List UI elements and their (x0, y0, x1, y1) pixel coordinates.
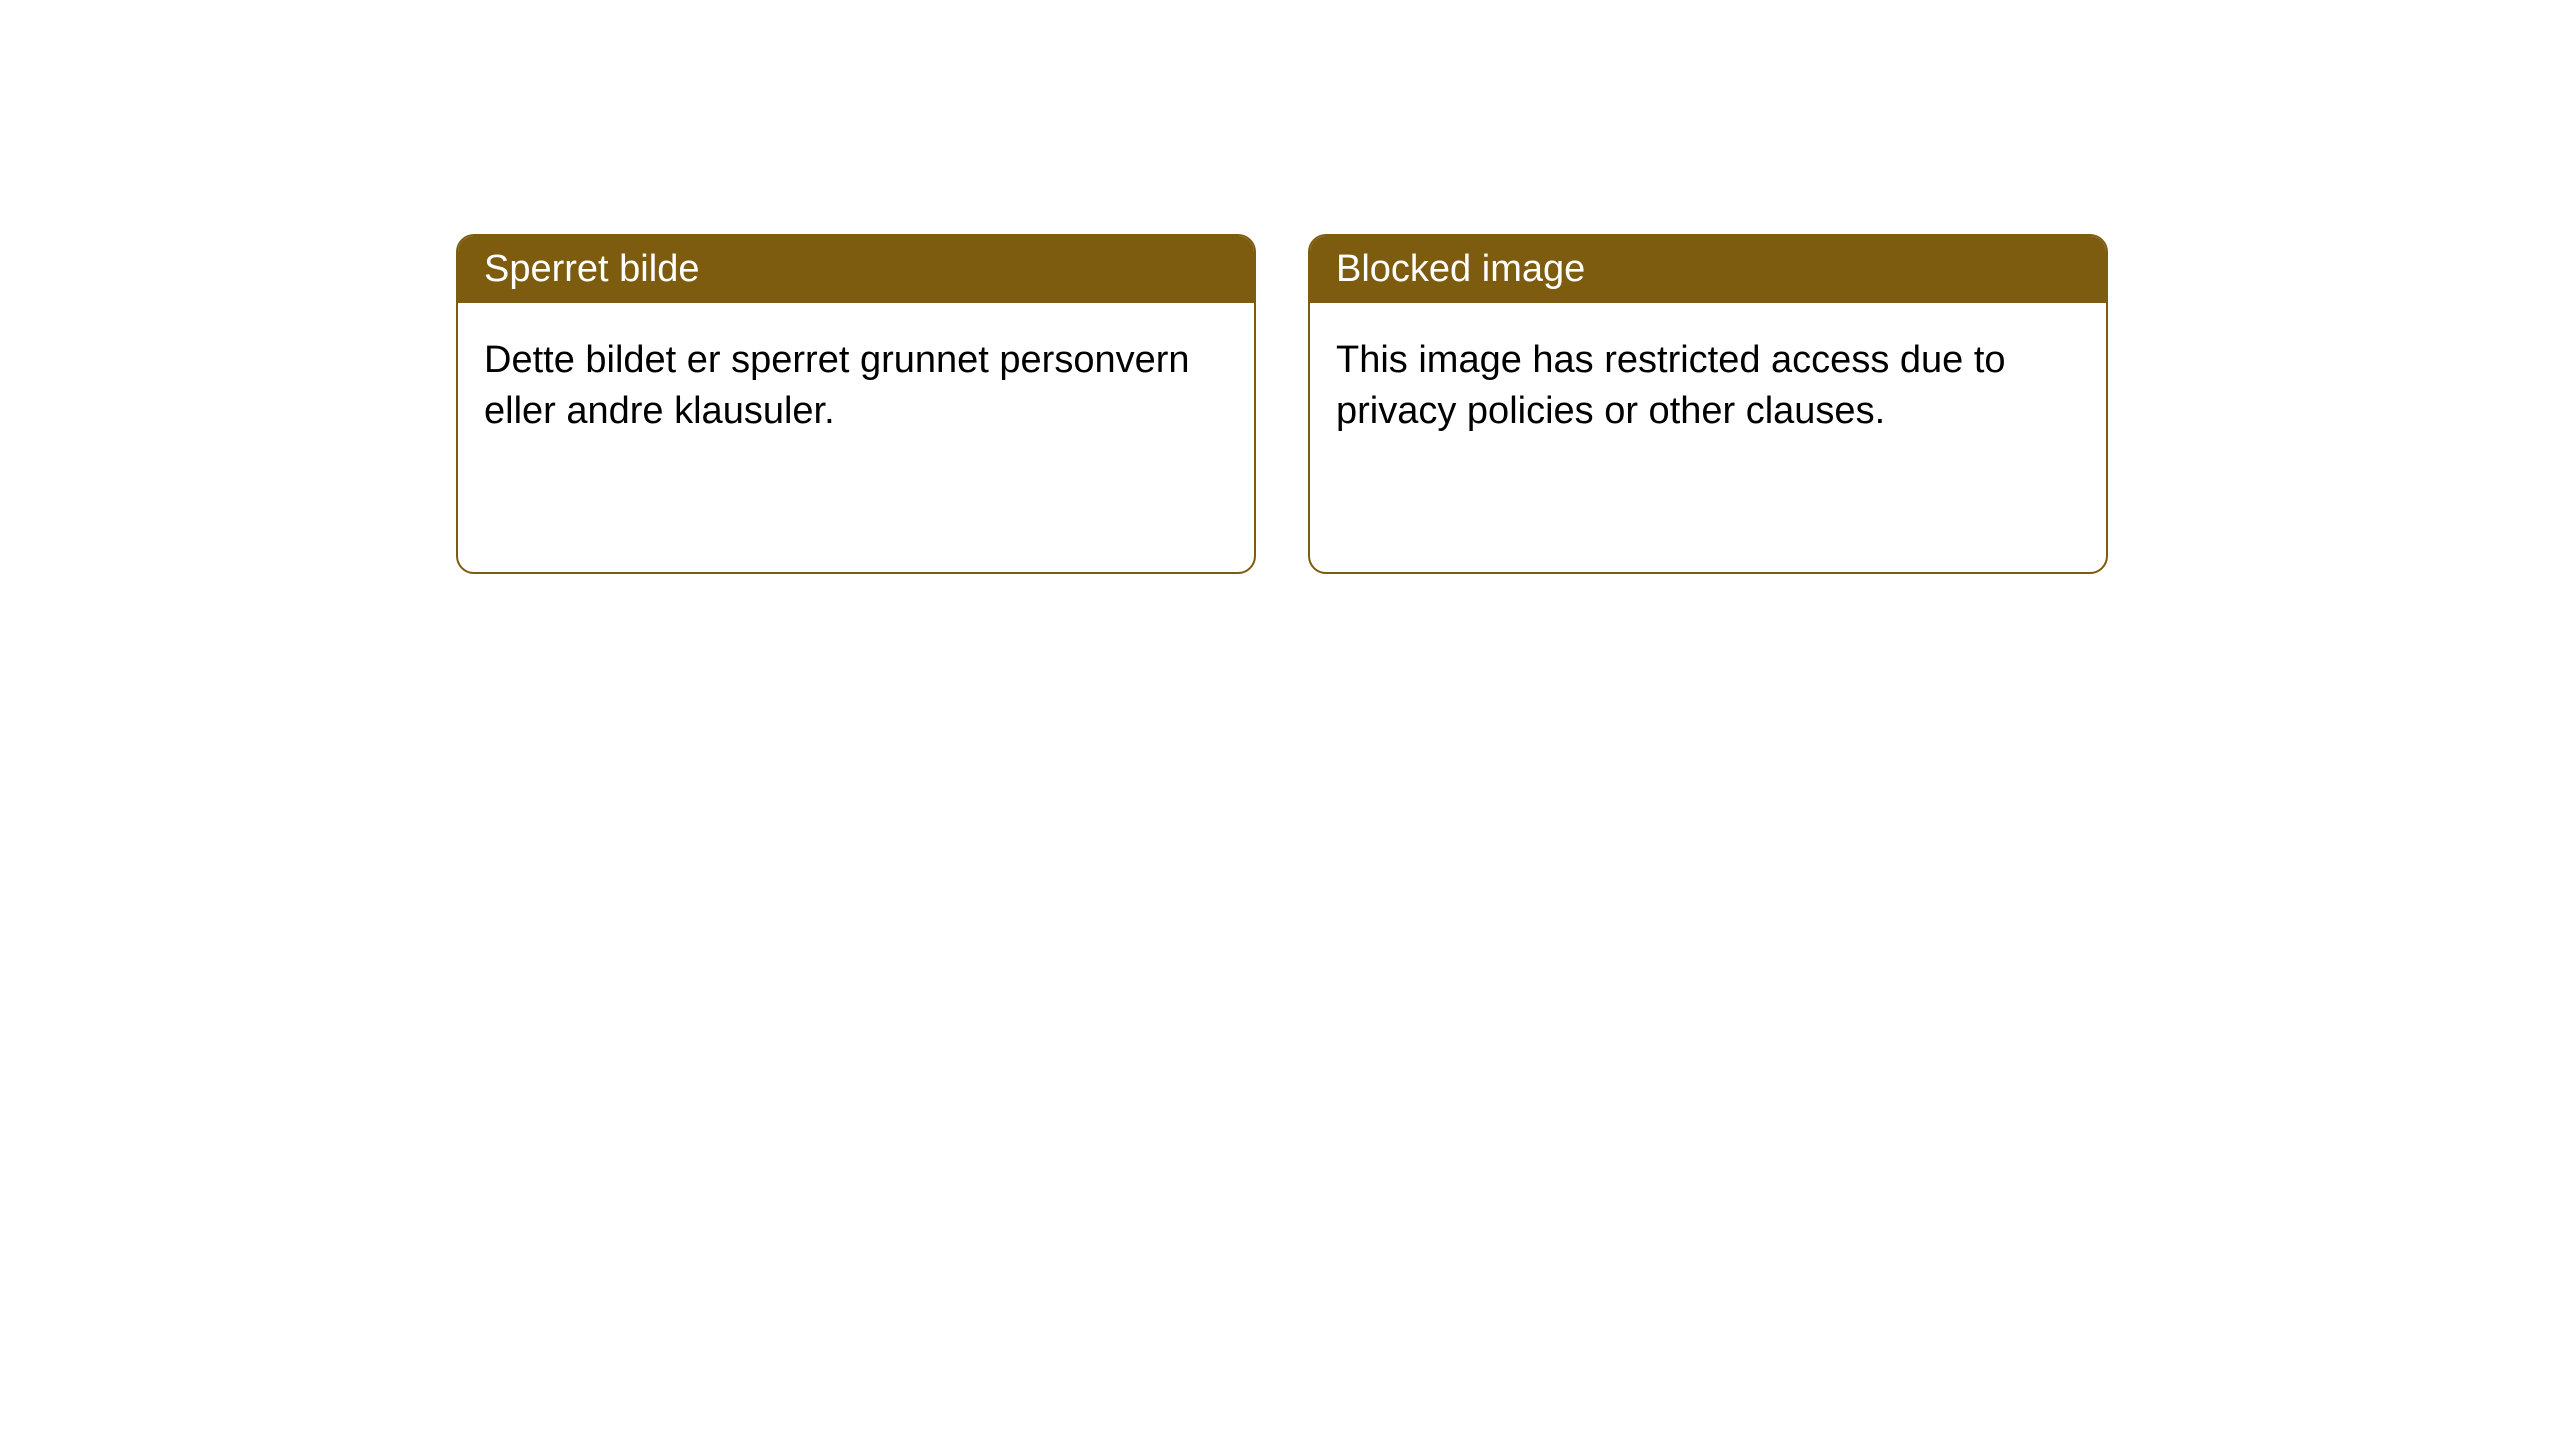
notice-container: Sperret bilde Dette bildet er sperret gr… (456, 234, 2108, 574)
notice-card-norwegian: Sperret bilde Dette bildet er sperret gr… (456, 234, 1256, 574)
notice-body-english: This image has restricted access due to … (1310, 303, 2106, 470)
notice-card-english: Blocked image This image has restricted … (1308, 234, 2108, 574)
notice-header-english: Blocked image (1310, 236, 2106, 303)
notice-body-norwegian: Dette bildet er sperret grunnet personve… (458, 303, 1254, 470)
notice-header-norwegian: Sperret bilde (458, 236, 1254, 303)
